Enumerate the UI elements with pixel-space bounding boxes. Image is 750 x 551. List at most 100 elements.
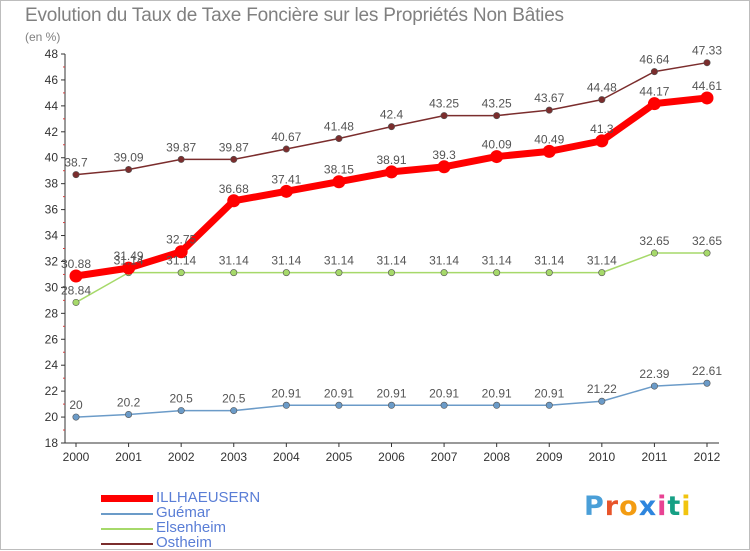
data-label: 31.14: [219, 254, 249, 268]
data-label: 20.91: [429, 386, 459, 400]
data-label: 20.91: [534, 386, 564, 400]
data-point: [332, 175, 346, 189]
data-point: [650, 68, 658, 76]
data-label: 43.25: [482, 97, 512, 111]
data-label: 20.91: [482, 386, 512, 400]
data-label: 44.48: [587, 81, 617, 95]
data-label: 36.68: [219, 182, 249, 196]
x-tick-label: 2007: [431, 450, 458, 464]
data-point: [335, 135, 343, 143]
data-label: 39.3: [432, 148, 456, 162]
logo-letter: i: [681, 491, 692, 522]
data-label: 38.15: [324, 163, 354, 177]
x-tick-label: 2011: [642, 450, 668, 464]
data-label: 40.09: [482, 138, 512, 152]
data-point: [545, 106, 553, 114]
y-tick-label: 40: [45, 151, 59, 165]
data-label: 32.65: [639, 234, 669, 248]
legend-label: Elsenheim: [156, 519, 227, 536]
data-label: 46.64: [639, 53, 669, 67]
chart-title: Evolution du Taux de Taxe Foncière sur l…: [25, 5, 564, 26]
data-label: 31.14: [587, 254, 617, 268]
data-label: 32.65: [692, 234, 722, 248]
data-label: 28.84: [61, 283, 91, 297]
legend-swatch: [101, 495, 153, 502]
legend-swatch: [101, 543, 153, 545]
data-point: [650, 382, 658, 390]
logo-letter: P: [584, 491, 605, 522]
data-label: 41.48: [324, 120, 354, 134]
series-illhaeusern: [69, 91, 714, 283]
legend-label: Ostheim: [156, 534, 212, 551]
data-point: [385, 165, 398, 179]
data-point: [703, 379, 711, 387]
data-label: 20.2: [117, 395, 141, 409]
data-label: 31.14: [166, 254, 196, 268]
data-label: 21.22: [587, 382, 617, 396]
legend-swatch: [101, 528, 153, 530]
y-tick-label: 44: [45, 99, 59, 113]
y-tick-label: 38: [45, 177, 59, 191]
data-point: [650, 249, 658, 257]
legend-label: ILLHAEUSERN: [156, 489, 261, 506]
x-tick-label: 2006: [378, 450, 405, 464]
data-point: [598, 397, 606, 405]
data-point: [282, 145, 290, 153]
x-tick-label: 2012: [694, 450, 721, 464]
data-point: [335, 401, 343, 409]
data-labels: 20 20.2 20.5 20.5 20.91 20.91 20.91 20.91 20.91 2…: [61, 44, 722, 412]
data-point: [490, 150, 504, 164]
data-point: [387, 123, 395, 131]
legend-swatch: [101, 513, 153, 515]
series-guémar: [72, 379, 711, 421]
data-label: 31.14: [376, 254, 406, 268]
data-point: [122, 261, 136, 275]
data-label: 31.49: [114, 249, 144, 263]
y-tick-label: 46: [45, 73, 59, 87]
data-label: 30.88: [61, 257, 91, 271]
data-point: [230, 269, 238, 277]
data-point: [282, 401, 290, 409]
unit-label: (en %): [25, 30, 61, 44]
series-ostheim: [72, 59, 711, 179]
x-tick-label: 2000: [63, 450, 90, 464]
data-label: 40.49: [534, 132, 564, 146]
data-point: [230, 407, 238, 415]
data-label: 32.75: [166, 233, 196, 247]
x-tick-label: 2010: [588, 450, 615, 464]
y-tick-label: 42: [45, 125, 59, 139]
data-point: [177, 269, 185, 277]
data-point: [69, 269, 83, 283]
y-tick-label: 22: [45, 384, 59, 398]
data-label: 37.41: [271, 172, 301, 186]
logo-letter: r: [604, 491, 620, 522]
data-point: [125, 166, 133, 174]
data-point: [279, 184, 293, 198]
data-point: [72, 171, 80, 179]
x-tick-label: 2005: [326, 450, 353, 464]
x-tick-label: 2004: [273, 450, 300, 464]
data-label: 20: [69, 398, 83, 412]
data-point: [72, 413, 80, 421]
x-tick-label: 2009: [536, 450, 563, 464]
data-label: 20.91: [376, 386, 406, 400]
data-point: [493, 112, 501, 120]
data-point: [230, 155, 238, 163]
data-label: 31.14: [114, 254, 144, 268]
data-label: 31.14: [482, 254, 512, 268]
data-label: 38.91: [376, 153, 406, 167]
data-point: [440, 112, 448, 120]
data-point: [493, 401, 501, 409]
data-point: [177, 407, 185, 415]
y-tick-label: 48: [45, 47, 59, 61]
data-point: [440, 401, 448, 409]
data-label: 39.87: [166, 140, 196, 154]
data-label: 20.91: [271, 386, 301, 400]
data-point: [125, 410, 133, 418]
data-point: [437, 160, 451, 174]
y-tick-label: 32: [45, 254, 59, 268]
data-label: 39.09: [114, 151, 144, 165]
data-label: 31.14: [534, 254, 564, 268]
data-label: 40.67: [271, 130, 301, 144]
x-tick-label: 2008: [483, 450, 510, 464]
